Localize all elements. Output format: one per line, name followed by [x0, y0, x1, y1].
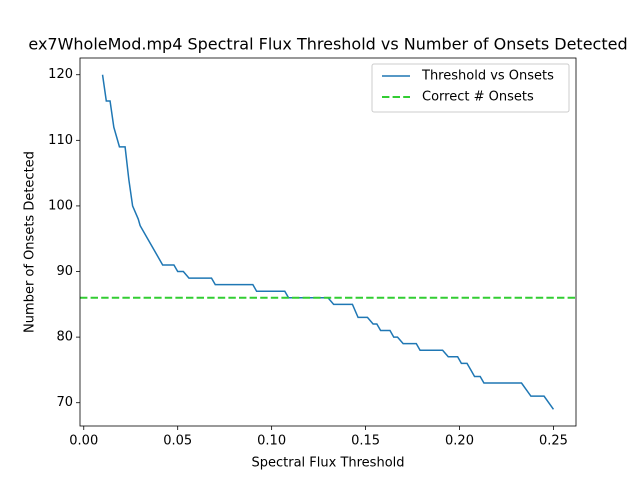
legend: Threshold vs Onsets Correct # Onsets [371, 63, 570, 113]
x-tick-label: 0.25 [539, 434, 568, 449]
y-tick-label: 120 [48, 67, 73, 82]
x-tick-label: 0.00 [69, 434, 98, 449]
y-tick-label: 90 [56, 264, 73, 279]
chart-title: ex7WholeMod.mp4 Spectral Flux Threshold … [28, 35, 627, 54]
data-line [101, 74, 555, 410]
x-tick-label: 0.05 [163, 434, 192, 449]
y-tick-label: 80 [56, 330, 73, 345]
x-axis-label: Spectral Flux Threshold [251, 456, 404, 471]
legend-box [371, 63, 570, 113]
y-tick-label: 100 [48, 198, 73, 213]
axes-frame [79, 57, 577, 427]
y-axis-label: Number of Onsets Detected [23, 151, 38, 333]
y-tick-label: 70 [56, 395, 73, 410]
legend-label: Threshold vs Onsets [421, 69, 554, 84]
x-tick-label: 0.20 [445, 434, 474, 449]
legend-label: Correct # Onsets [422, 90, 534, 105]
x-tick-label: 0.10 [257, 434, 286, 449]
x-tick-label: 0.15 [351, 434, 380, 449]
y-tick-label: 110 [48, 133, 73, 148]
